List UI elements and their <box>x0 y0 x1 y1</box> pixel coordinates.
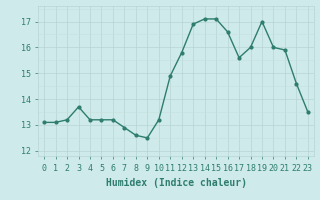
X-axis label: Humidex (Indice chaleur): Humidex (Indice chaleur) <box>106 178 246 188</box>
